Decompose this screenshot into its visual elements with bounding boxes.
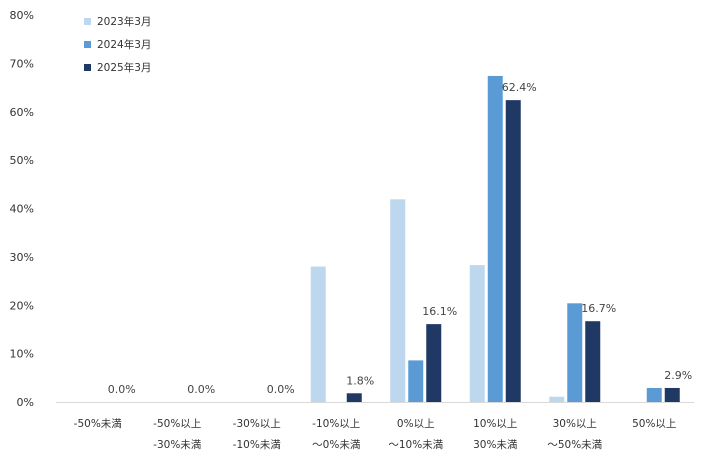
x-tick-label: 10%以上 [473, 418, 517, 430]
x-tick-label: -50%以上 [153, 418, 201, 430]
x-tick-label: -50%未満 [74, 418, 123, 430]
x-tick-label: ～50%未満 [547, 439, 602, 451]
y-tick-label: 70% [10, 57, 34, 70]
y-axis: 0% 10% 20% 30% 40% 50% 60% 70% 80% [10, 9, 34, 409]
x-tick-label: 50%以上 [632, 418, 676, 430]
y-tick-label: 40% [10, 203, 34, 216]
bar-3-8 [664, 387, 680, 402]
legend-label: 2023年3月 [97, 15, 151, 28]
bar-1-7 [549, 396, 565, 402]
x-axis: -50%未満 -50%以上 -30%未満 -30%以上 -10%未満 -10%以上 ～0%未… [56, 402, 694, 451]
bars [310, 75, 680, 402]
bar-3-5 [426, 324, 442, 402]
y-tick-label: 20% [10, 299, 34, 312]
y-tick-label: 50% [10, 154, 34, 167]
data-labels: 0.0% 0.0% 0.0% 1.8% 16.1% 62.4% 16.7% 2.9% [108, 81, 692, 396]
x-tick-label: 0%以上 [397, 418, 435, 430]
bar-2-5 [408, 360, 424, 402]
data-label: 62.4% [502, 81, 537, 94]
y-tick-label: 0% [17, 396, 34, 409]
x-tick-label: -10%以上 [312, 418, 360, 430]
bar-1-6 [469, 265, 485, 402]
legend-swatch [84, 64, 91, 71]
bar-3-7 [585, 321, 601, 402]
legend-swatch [84, 41, 91, 48]
bar-2-7 [567, 303, 583, 402]
bar-3-6 [505, 100, 521, 402]
x-tick-label: -10%未満 [233, 439, 282, 451]
x-tick-label: ～0%未満 [312, 439, 361, 451]
data-label: 1.8% [346, 374, 374, 387]
legend-swatch [84, 18, 91, 25]
bar-3-4 [346, 393, 362, 402]
data-label: 16.7% [581, 302, 616, 315]
x-tick-label: ～10%未満 [388, 439, 443, 451]
legend: 2023年3月 2024年3月 2025年3月 [84, 15, 151, 74]
data-label: 2.9% [664, 369, 692, 382]
y-tick-label: 80% [10, 9, 34, 22]
x-tick-label: -30%以上 [233, 418, 281, 430]
data-label: 16.1% [422, 305, 457, 318]
legend-label: 2024年3月 [97, 38, 151, 51]
bar-1-5 [390, 199, 406, 402]
bar-2-6 [487, 75, 503, 402]
x-tick-label: 30%未満 [473, 439, 518, 451]
legend-label: 2025年3月 [97, 61, 151, 74]
x-tick-label: 30%以上 [553, 418, 597, 430]
x-tick-label: -30%未満 [153, 439, 202, 451]
bar-1-4 [310, 266, 326, 402]
data-label: 0.0% [267, 383, 295, 396]
data-label: 0.0% [187, 383, 215, 396]
data-label: 0.0% [108, 383, 136, 396]
bar-2-8 [646, 387, 662, 402]
y-tick-label: 30% [10, 251, 34, 264]
y-tick-label: 10% [10, 348, 34, 361]
y-tick-label: 60% [10, 106, 34, 119]
